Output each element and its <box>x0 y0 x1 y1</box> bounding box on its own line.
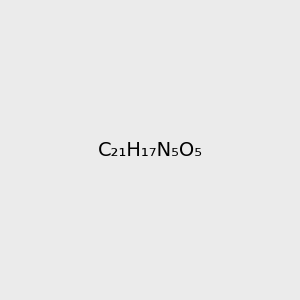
Text: C₂₁H₁₇N₅O₅: C₂₁H₁₇N₅O₅ <box>98 140 202 160</box>
